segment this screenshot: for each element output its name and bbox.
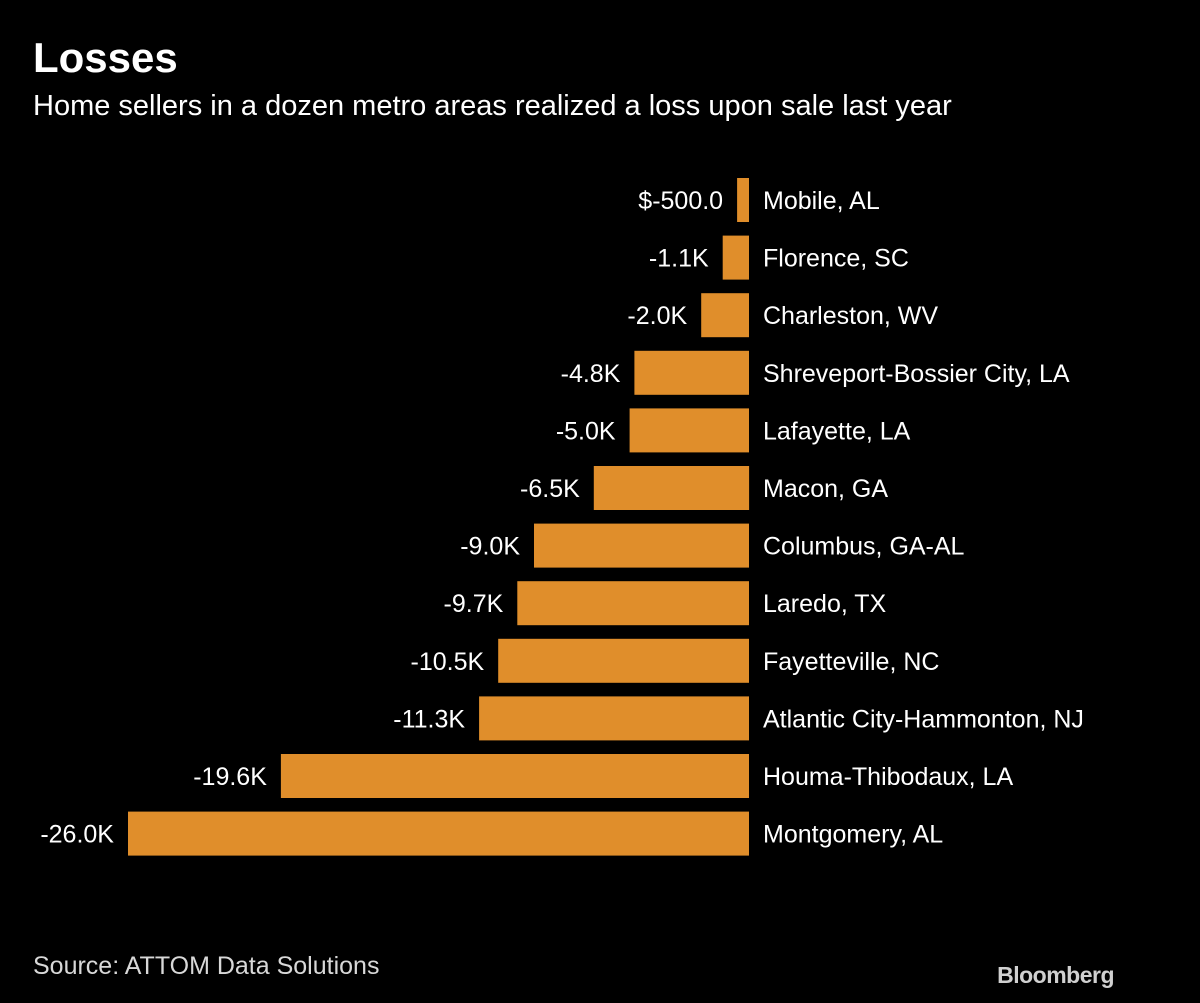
- value-label: $-500.0: [638, 187, 723, 215]
- category-label: Mobile, AL: [763, 187, 880, 215]
- category-label: Columbus, GA-AL: [763, 533, 965, 561]
- value-label: -19.6K: [193, 763, 267, 791]
- value-label: -2.0K: [627, 302, 687, 330]
- category-label: Atlantic City-Hammonton, NJ: [763, 705, 1084, 733]
- category-label: Florence, SC: [763, 245, 909, 273]
- bar: [498, 638, 749, 683]
- category-label: Lafayette, LA: [763, 417, 911, 445]
- category-label: Charleston, WV: [763, 302, 938, 330]
- category-label: Laredo, TX: [763, 590, 887, 618]
- value-label: -6.5K: [520, 475, 580, 503]
- bar: [629, 408, 749, 453]
- chart-title: Losses: [33, 34, 178, 81]
- category-label: Houma-Thibodaux, LA: [763, 763, 1013, 791]
- bar: [634, 350, 749, 395]
- bar: [280, 754, 749, 798]
- category-label: Shreveport-Bossier City, LA: [763, 360, 1070, 388]
- bars-group: $-500.0 Mobile, AL -1.1K Florence, SC -2.0K C…: [40, 178, 1084, 856]
- source-note: Source: ATTOM Data Solutions: [33, 952, 380, 980]
- bar: [701, 293, 749, 338]
- bar: [534, 523, 749, 568]
- value-label: -10.5K: [411, 648, 485, 676]
- bar: [479, 696, 749, 741]
- value-label: -11.3K: [393, 705, 465, 733]
- category-label: Macon, GA: [763, 475, 888, 503]
- value-label: -9.0K: [460, 533, 520, 561]
- chart-subtitle: Home sellers in a dozen metro areas real…: [33, 90, 952, 122]
- value-label: -9.7K: [444, 590, 504, 618]
- bar: [128, 811, 749, 856]
- value-label: -5.0K: [556, 417, 616, 445]
- bar: [737, 178, 749, 222]
- bar: [517, 581, 749, 626]
- value-label: -4.8K: [561, 360, 621, 388]
- bar: [593, 466, 750, 510]
- bar: [722, 235, 749, 280]
- category-label: Montgomery, AL: [763, 821, 943, 849]
- category-label: Fayetteville, NC: [763, 648, 939, 676]
- bloomberg-logo: Bloomberg: [997, 962, 1114, 988]
- value-label: -26.0K: [40, 821, 114, 849]
- value-label: -1.1K: [649, 245, 709, 273]
